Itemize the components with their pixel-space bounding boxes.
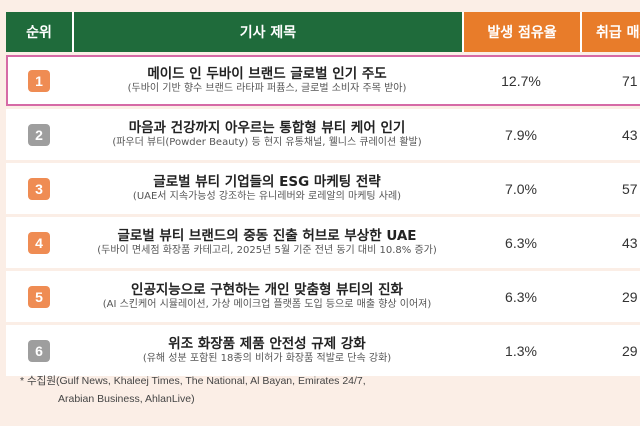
trade-value: 71 <box>622 72 638 89</box>
article-subtitle: (두바이 면세점 화장품 카테고리, 2025년 5월 기준 전년 동기 대비 … <box>97 244 437 256</box>
header-title: 기사 제목 <box>72 12 462 52</box>
share-value: 7.9% <box>505 126 537 143</box>
rank-badge: 6 <box>28 339 50 362</box>
ranking-table: 순위 기사 제목 발생 점유율 취급 매제 1 메이드 인 두바이 브랜드 글로… <box>6 12 640 376</box>
share-value: 1.3% <box>505 342 537 359</box>
article-subtitle: (UAE서 지속가능성 강조하는 유니레버와 로레알의 마케팅 사례) <box>132 190 402 202</box>
article-subtitle: (유해 성분 포함된 18종의 비허가 화장품 적발로 단속 강화) <box>142 352 392 364</box>
rank-badge: 4 <box>28 231 50 254</box>
article-subtitle: (두바이 기반 향수 브랜드 라타파 퍼퓸스, 글로벌 소비자 주목 받아) <box>127 82 407 94</box>
rank-badge: 3 <box>28 177 50 200</box>
table-row: 1 메이드 인 두바이 브랜드 글로벌 인기 주도 (두바이 기반 향수 브랜드… <box>6 55 640 106</box>
trade-value: 57 <box>622 180 638 197</box>
table-row: 6 위조 화장품 제품 안전성 규제 강화 (유해 성분 포함된 18종의 비허… <box>6 325 640 376</box>
share-value: 6.3% <box>505 234 537 251</box>
article-subtitle: (파우더 뷰티(Powder Beauty) 등 현지 유통채널, 웰니스 큐레… <box>112 136 422 148</box>
article-title: 글로벌 뷰티 기업들의 ESG 마케팅 전략 <box>153 173 381 190</box>
share-value: 12.7% <box>501 72 541 89</box>
source-line-1: * 수집원(Gulf News, Khaleej Times, The Nati… <box>20 375 366 387</box>
table-header: 순위 기사 제목 발생 점유율 취급 매제 <box>6 12 640 52</box>
header-trade: 취급 매제 <box>580 12 640 52</box>
table-row: 4 글로벌 뷰티 브랜드의 중동 진출 허브로 부상한 UAE (두바이 면세점… <box>6 217 640 268</box>
article-title: 메이드 인 두바이 브랜드 글로벌 인기 주도 <box>147 65 387 82</box>
rank-badge: 2 <box>28 123 50 146</box>
table-row: 5 인공지능으로 구현하는 개인 맞춤형 뷰티의 진화 (AI 스킨케어 시뮬레… <box>6 271 640 322</box>
table-row: 2 마음과 건강까지 아우르는 통합형 뷰티 케어 인기 (파우더 뷰티(Pow… <box>6 109 640 160</box>
source-note: * 수집원(Gulf News, Khaleej Times, The Nati… <box>20 372 366 408</box>
trade-value: 43 <box>622 126 638 143</box>
share-value: 6.3% <box>505 288 537 305</box>
article-title: 위조 화장품 제품 안전성 규제 강화 <box>168 335 366 352</box>
article-title: 마음과 건강까지 아우르는 통합형 뷰티 케어 인기 <box>128 119 406 136</box>
rank-badge: 1 <box>28 69 50 92</box>
article-title: 글로벌 뷰티 브랜드의 중동 진출 허브로 부상한 UAE <box>117 227 417 244</box>
header-rank: 순위 <box>6 12 72 52</box>
article-subtitle: (AI 스킨케어 시뮬레이션, 가상 메이크업 플랫폼 도입 등으로 매출 향상… <box>102 298 432 310</box>
table-row: 3 글로벌 뷰티 기업들의 ESG 마케팅 전략 (UAE서 지속가능성 강조하… <box>6 163 640 214</box>
trade-value: 29 <box>622 342 638 359</box>
source-line-2: Arabian Business, AhlanLive) <box>58 393 195 405</box>
share-value: 7.0% <box>505 180 537 197</box>
article-title: 인공지능으로 구현하는 개인 맞춤형 뷰티의 진화 <box>131 281 403 298</box>
rank-badge: 5 <box>28 285 50 308</box>
header-share: 발생 점유율 <box>462 12 580 52</box>
trade-value: 29 <box>622 288 638 305</box>
trade-value: 43 <box>622 234 638 251</box>
